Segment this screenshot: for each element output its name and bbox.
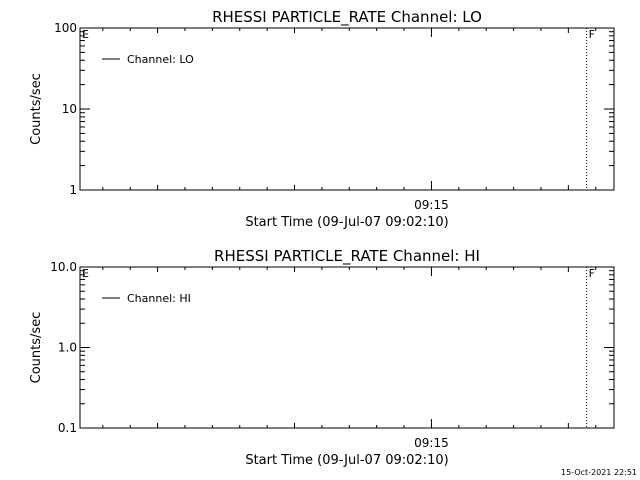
y-tick-label: 1.0	[58, 341, 77, 355]
hi-channel-panel: RHESSI PARTICLE_RATE Channel: HI Counts/s…	[29, 247, 615, 468]
lo-channel-panel: RHESSI PARTICLE_RATE Channel: LO Counts/s…	[29, 8, 615, 230]
x-axis-label: Start Time (09-Jul-07 09:02:10)	[245, 453, 448, 468]
y-tick-label: 0.1	[58, 421, 77, 435]
legend-label: Channel: LO	[127, 53, 194, 66]
y-tick-label: 100	[54, 21, 77, 35]
y-tick-label: 10.0	[50, 260, 77, 274]
event-marker-label: E	[82, 267, 89, 280]
event-marker-label: E	[82, 28, 89, 41]
legend-label: Channel: HI	[127, 292, 191, 305]
timestamp: 15-Oct-2021 22:51	[561, 468, 637, 477]
y-axis-label: Counts/sec	[29, 312, 44, 384]
chart-title: RHESSI PARTICLE_RATE Channel: LO	[212, 8, 482, 27]
chart-title: RHESSI PARTICLE_RATE Channel: HI	[214, 247, 480, 266]
x-tick-label: 09:15	[414, 198, 449, 212]
event-marker-label: F	[589, 28, 595, 41]
y-tick-label: 1	[69, 183, 77, 197]
y-tick-label: 10	[62, 102, 77, 116]
y-axis-label: Counts/sec	[29, 73, 44, 145]
x-tick-label: 09:15	[414, 436, 449, 450]
x-axis-label: Start Time (09-Jul-07 09:02:10)	[245, 215, 448, 230]
event-marker-label: F	[589, 267, 595, 280]
